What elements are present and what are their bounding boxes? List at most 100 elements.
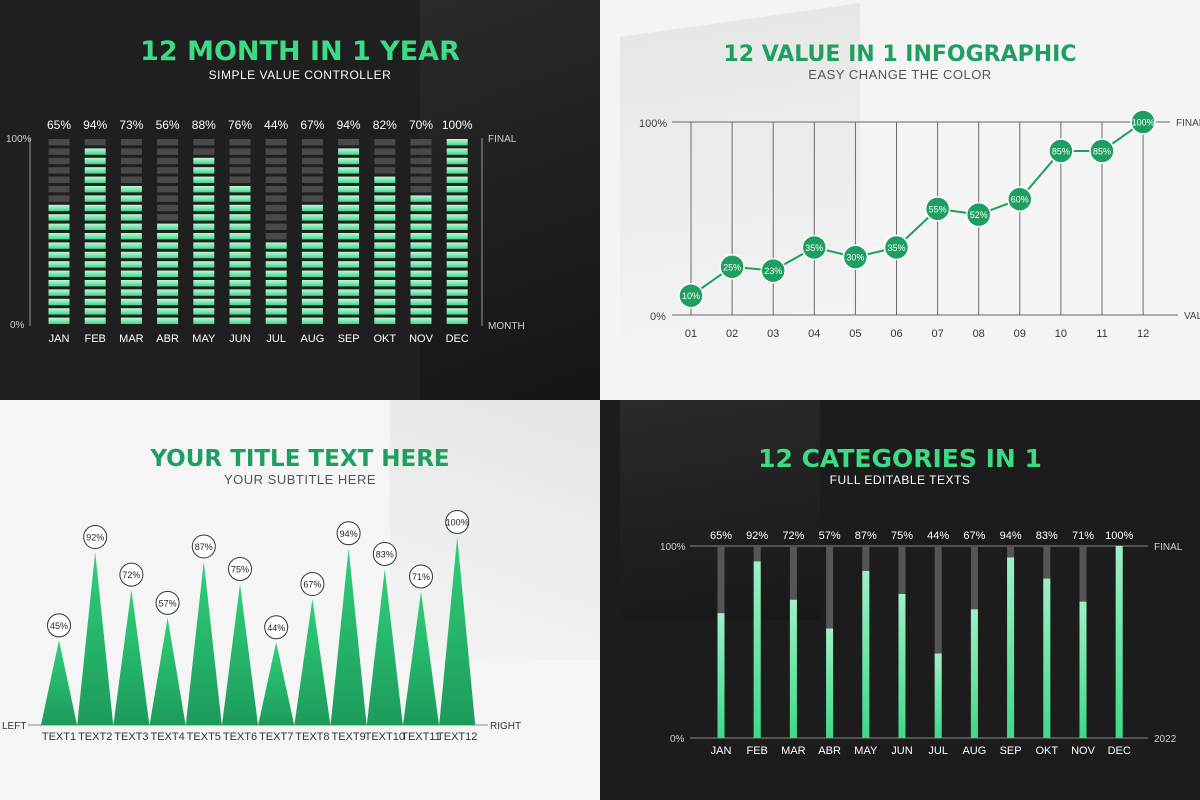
value-label: 44% bbox=[927, 530, 949, 542]
category-label: 04 bbox=[808, 328, 820, 340]
category-label: 10 bbox=[1055, 328, 1067, 340]
category-label: 09 bbox=[1014, 328, 1026, 340]
bar-segment-empty bbox=[301, 195, 323, 202]
bar-abr: 57% ABR bbox=[818, 530, 841, 757]
point-marker bbox=[1130, 109, 1156, 135]
bar-okt bbox=[374, 139, 396, 324]
bar-segment-filled bbox=[84, 242, 106, 249]
category-label: JUL bbox=[928, 745, 948, 757]
bar-segment-filled bbox=[338, 148, 360, 155]
triangle-mark bbox=[330, 548, 367, 725]
bar-segment-filled bbox=[84, 251, 106, 259]
bar-segment-filled bbox=[410, 308, 432, 315]
bar-segment-filled bbox=[446, 242, 468, 249]
bar-segment-filled bbox=[193, 195, 215, 202]
bar-nov: 71% NOV bbox=[1071, 530, 1096, 757]
bar-segment-empty bbox=[157, 157, 179, 165]
bar-segment-filled bbox=[301, 223, 323, 230]
triangle-mark bbox=[77, 552, 114, 725]
bar-dec bbox=[446, 139, 468, 324]
bar-segment-empty bbox=[410, 186, 432, 193]
bar-segment-filled bbox=[193, 157, 215, 165]
series-line bbox=[690, 121, 1144, 297]
bar-segment-empty bbox=[48, 148, 70, 155]
bar-segment-filled bbox=[374, 289, 396, 296]
label-bubble bbox=[83, 525, 108, 550]
bar-segment-filled bbox=[446, 317, 468, 324]
bar-segment-empty bbox=[265, 176, 287, 183]
bar-segment-filled bbox=[193, 251, 215, 259]
bar-fill bbox=[1079, 601, 1087, 738]
panel1-title: 12 MONTH IN 1 YEAR bbox=[140, 36, 460, 67]
bar-segment-filled bbox=[374, 251, 396, 259]
bar-nov bbox=[410, 139, 432, 324]
bar-segment-filled bbox=[374, 186, 396, 193]
panel2-title: 12 VALUE IN 1 INFOGRAPHIC bbox=[723, 42, 1077, 67]
background-building-shape bbox=[390, 400, 600, 660]
data-point-06: 35% bbox=[883, 234, 910, 261]
bar-segment-empty bbox=[301, 148, 323, 155]
bar-segment-filled bbox=[193, 280, 215, 287]
bar-segment-empty bbox=[229, 139, 251, 146]
bar-fill bbox=[826, 628, 834, 738]
bar-segment-filled bbox=[446, 139, 468, 146]
bar-jan: 65% JAN bbox=[710, 530, 732, 757]
bar-segment-filled bbox=[338, 270, 360, 277]
bar-segment-filled bbox=[265, 251, 287, 259]
point-marker bbox=[719, 254, 745, 280]
bar-segment-filled bbox=[120, 270, 142, 277]
data-point-09: 60% bbox=[1007, 186, 1033, 212]
value-label: 56% bbox=[156, 118, 180, 132]
value-label: 65% bbox=[47, 118, 71, 132]
bar-aug bbox=[301, 139, 323, 324]
triangle-text3: 72% TEXT3 bbox=[113, 562, 150, 743]
bar-segment-filled bbox=[338, 280, 360, 287]
point-marker bbox=[924, 196, 951, 222]
value-label: 70% bbox=[409, 118, 433, 132]
bar-segment-filled bbox=[265, 270, 287, 277]
value-label: 73% bbox=[119, 118, 143, 132]
bar-segment-filled bbox=[48, 223, 70, 230]
bar-segment-empty bbox=[265, 214, 287, 221]
bar-segment-filled bbox=[338, 233, 360, 240]
bar-segment-filled bbox=[410, 195, 432, 202]
bar-segment-filled bbox=[84, 317, 106, 324]
bar-segment-filled bbox=[446, 251, 468, 259]
point-marker bbox=[801, 234, 828, 261]
bar-segment-filled bbox=[84, 280, 106, 287]
bar-segment-filled bbox=[338, 214, 360, 221]
bar-segment-filled bbox=[338, 289, 360, 296]
category-label: TEXT8 bbox=[295, 731, 329, 743]
value-label: 30% bbox=[846, 253, 864, 263]
bar-segment-filled bbox=[84, 289, 106, 296]
bar-segment-empty bbox=[301, 139, 323, 146]
triangle-mark bbox=[366, 568, 403, 725]
label-bubble bbox=[191, 534, 216, 559]
bar-segment-empty bbox=[229, 167, 251, 174]
value-label: 35% bbox=[805, 243, 823, 253]
triangle-text2: 92% TEXT2 bbox=[77, 525, 114, 743]
bar-segment-filled bbox=[338, 195, 360, 202]
bar-jan bbox=[48, 139, 70, 324]
bar-segment-filled bbox=[265, 242, 287, 249]
bar-may bbox=[193, 139, 215, 324]
bar-segment-empty bbox=[410, 176, 432, 183]
y-axis-bottom-label: 0% bbox=[10, 320, 25, 331]
bar-segment-filled bbox=[193, 298, 215, 306]
category-label: TEXT6 bbox=[223, 731, 257, 743]
data-point-08: 52% bbox=[965, 201, 992, 228]
panel3-subtitle: YOUR SUBTITLE HERE bbox=[223, 472, 377, 487]
category-label: TEXT1 bbox=[42, 731, 76, 743]
y-axis-bottom-label: 0% bbox=[650, 311, 666, 323]
point-marker bbox=[842, 244, 869, 270]
bar-fill bbox=[753, 561, 761, 738]
category-label: JAN bbox=[49, 333, 70, 345]
data-point-11: 85% bbox=[1089, 138, 1115, 164]
bar-fill bbox=[717, 613, 725, 738]
category-label: OKT bbox=[1035, 745, 1058, 757]
bar-segment-filled bbox=[48, 251, 70, 259]
bar-segment-empty bbox=[120, 176, 142, 183]
bar-segment-filled bbox=[157, 308, 179, 315]
value-label: 83% bbox=[1036, 530, 1058, 542]
category-label: TEXT4 bbox=[150, 731, 184, 743]
